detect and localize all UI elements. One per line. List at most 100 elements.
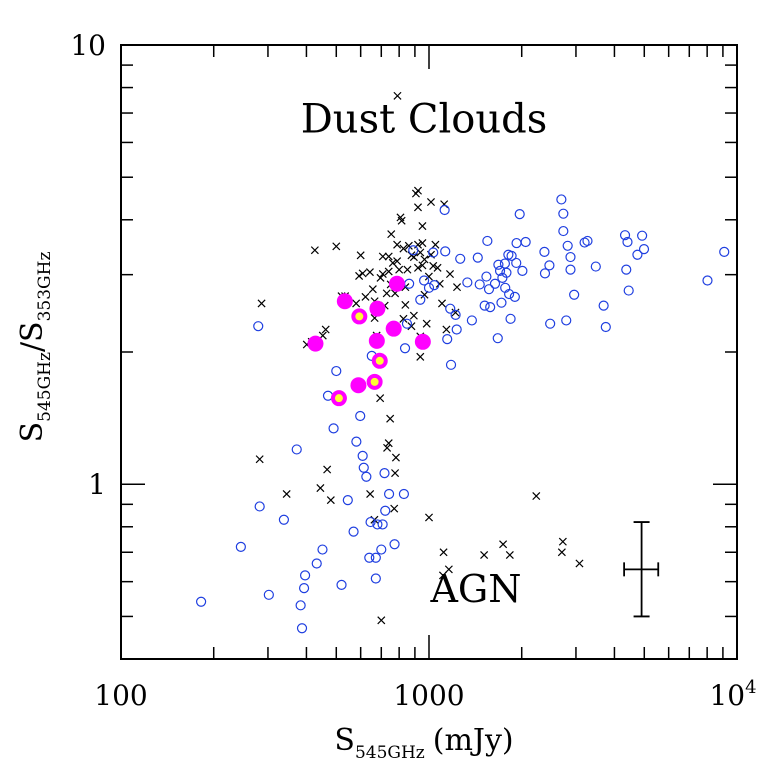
cross-marker	[442, 325, 451, 334]
cross-marker	[444, 565, 453, 574]
cross-marker	[413, 240, 423, 249]
open-circle-marker	[196, 596, 207, 607]
ringed-circle-center	[370, 377, 379, 386]
open-circle-marker	[450, 309, 461, 320]
cross-marker	[393, 240, 402, 249]
cross-marker	[384, 439, 393, 448]
cross-marker	[409, 311, 418, 320]
cross-marker	[384, 252, 393, 261]
cross-marker	[431, 240, 440, 249]
cross-marker	[480, 550, 489, 560]
open-circle-marker	[442, 333, 453, 345]
cross-marker	[395, 265, 404, 274]
open-circle-marker	[370, 552, 381, 563]
open-circle-marker	[499, 258, 511, 269]
ringed-circle-center	[355, 312, 364, 321]
cross-marker	[422, 319, 431, 328]
open-circle-marker	[377, 519, 388, 530]
open-circle-marker	[455, 253, 466, 264]
cross-marker	[391, 469, 400, 478]
open-circle-marker	[579, 237, 590, 248]
open-circle-marker	[623, 285, 634, 296]
open-circle-marker	[296, 623, 308, 634]
open-circle-marker	[429, 280, 440, 291]
filled-circle-marker	[414, 333, 431, 350]
open-circle-marker	[336, 579, 347, 590]
cross-marker	[255, 455, 264, 464]
open-circle-marker	[348, 526, 359, 537]
cross-marker	[384, 267, 393, 276]
open-circle-marker	[517, 265, 528, 276]
cross-marker	[358, 269, 367, 278]
cross-marker	[558, 537, 567, 546]
open-circle-marker	[702, 275, 713, 286]
cross-marker	[332, 242, 341, 251]
open-circle-marker	[311, 558, 322, 569]
cross-marker	[323, 465, 332, 474]
cross-marker	[399, 244, 408, 253]
cross-marker	[310, 246, 319, 255]
cross-marker	[557, 548, 566, 557]
open-circle-marker	[558, 225, 569, 237]
open-circle-marker	[253, 321, 264, 332]
open-circle-marker	[445, 303, 456, 314]
open-circle-marker	[466, 315, 477, 326]
open-circle-marker	[598, 300, 609, 311]
cross-marker	[452, 283, 462, 292]
cross-marker	[356, 251, 365, 260]
filled-circle-marker	[369, 300, 386, 317]
filled-circle-marker	[388, 275, 405, 292]
cross-marker	[376, 273, 385, 282]
open-circle-marker	[379, 468, 390, 479]
open-circle-marker	[544, 260, 555, 271]
open-circle-marker	[331, 365, 342, 377]
open-circle-marker	[565, 264, 576, 275]
open-circle-marker	[399, 343, 411, 354]
open-circle-marker	[492, 333, 503, 344]
cross-marker	[420, 255, 429, 264]
cross-marker	[393, 257, 402, 266]
open-circle-marker	[355, 410, 366, 422]
open-circle-marker	[383, 488, 395, 500]
cross-marker	[426, 198, 436, 207]
cross-marker	[413, 186, 423, 195]
cross-marker	[403, 265, 412, 274]
open-circle-marker	[364, 552, 375, 563]
open-circle-marker	[565, 251, 576, 263]
x-axis-label: S545GHz (mJy)	[334, 723, 513, 763]
cross-marker	[352, 299, 361, 308]
open-circle-marker	[428, 247, 439, 258]
cross-marker	[397, 216, 406, 225]
cross-marker	[393, 91, 402, 100]
ringed-circle-center	[334, 394, 343, 403]
open-circle-marker	[408, 245, 419, 256]
x-tick-label-1000: 1000	[393, 679, 464, 712]
ringed-circle-center	[375, 356, 384, 365]
annotation-agn: AGN	[429, 567, 521, 611]
cross-marker	[326, 496, 335, 505]
cross-marker	[499, 540, 508, 549]
cross-marker	[366, 489, 375, 499]
open-circle-marker	[479, 300, 490, 311]
cross-marker	[429, 261, 438, 270]
open-circle-marker	[440, 246, 451, 257]
open-circle-marker	[637, 230, 648, 241]
cross-marker	[575, 559, 584, 568]
open-circle-marker	[494, 265, 506, 276]
open-circle-marker	[380, 505, 391, 516]
open-circle-marker	[600, 321, 611, 333]
plot-frame	[120, 44, 738, 660]
open-circle-marker	[401, 318, 413, 329]
open-circle-marker	[298, 583, 310, 594]
open-circle-marker	[263, 589, 274, 600]
cross-marker	[316, 484, 325, 493]
open-circle-marker	[445, 359, 457, 370]
open-circle-marker	[622, 236, 633, 248]
open-circle-marker	[511, 257, 522, 269]
open-circle-marker	[506, 250, 517, 262]
open-circle-marker	[505, 313, 516, 324]
cross-marker	[404, 241, 413, 250]
cross-marker	[361, 292, 370, 301]
cross-marker	[413, 203, 423, 212]
open-circle-marker	[561, 315, 572, 326]
